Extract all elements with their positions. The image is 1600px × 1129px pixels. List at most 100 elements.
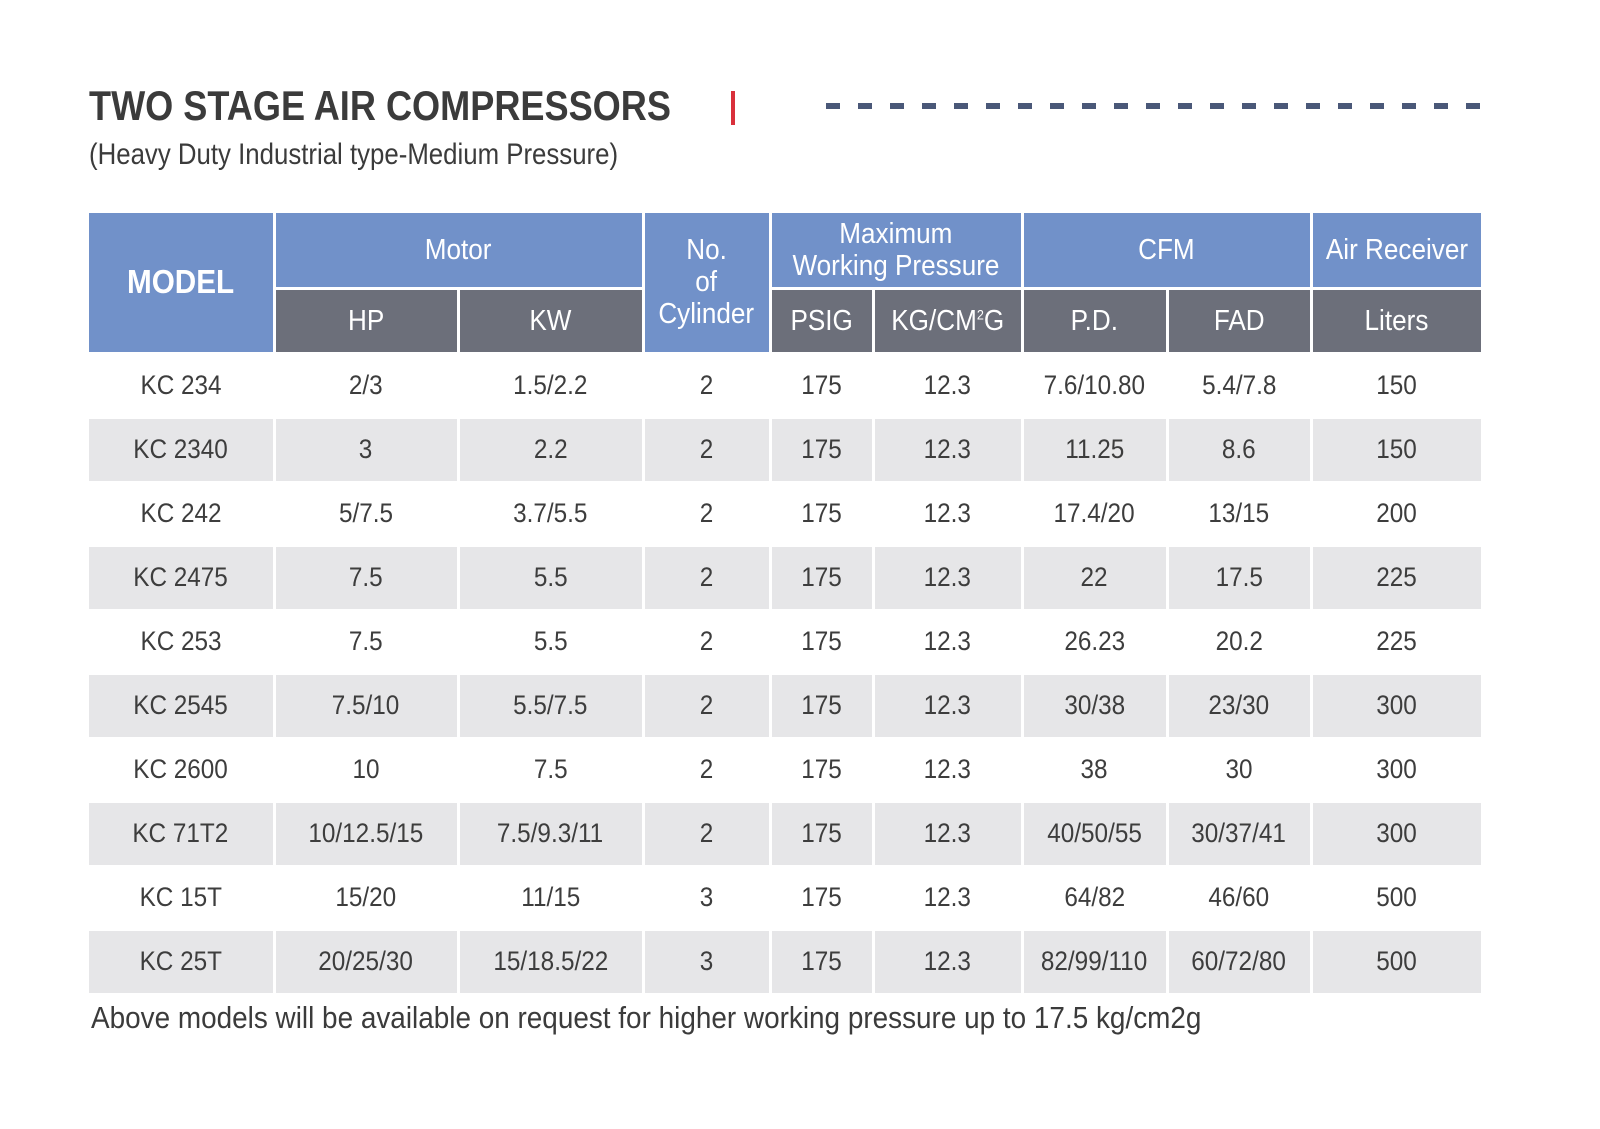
kw-cell: 7.5: [456, 736, 645, 802]
hp-cell: 7.5: [272, 544, 460, 610]
pd-header: P.D.: [1020, 288, 1169, 353]
kgcm2g-header: KG/CM2G: [871, 288, 1024, 353]
kw-cell: 3.7/5.5: [456, 480, 645, 546]
header-row-units: HP KW PSIG KG/CM2G P.D. FAD Liters: [89, 288, 1482, 353]
table-row: KC 15T 15/20 11/15 3 175 12.3 64/82 46/60 500: [89, 864, 1482, 930]
compressor-spec-table: MODEL Motor No. of Cylinder Maximum Work…: [89, 213, 1482, 993]
cylinders-cell: 3: [641, 928, 772, 993]
fad-cell: 30: [1165, 736, 1313, 802]
liters-cell: 300: [1309, 672, 1482, 738]
cylinders-cell: 2: [641, 736, 772, 802]
pd-cell: 26.23: [1020, 608, 1169, 674]
kgcm2g-cell: 12.3: [871, 480, 1024, 546]
pd-cell: 82/99/110: [1020, 928, 1169, 993]
liters-cell: 200: [1309, 480, 1482, 546]
liters-header: Liters: [1309, 288, 1482, 353]
fad-cell: 17.5: [1165, 544, 1313, 610]
liters-cell: 225: [1309, 608, 1482, 674]
kgcm2g-cell: 12.3: [871, 736, 1024, 802]
kgcm2g-cell: 12.3: [871, 800, 1024, 866]
hp-cell: 2/3: [272, 352, 460, 418]
model-cell: KC 2600: [89, 736, 276, 802]
table-row: KC 234 2/3 1.5/2.2 2 175 12.3 7.6/10.80 5.4/7.8…: [89, 352, 1482, 418]
kw-header: KW: [456, 288, 645, 353]
liters-cell: 500: [1309, 928, 1482, 993]
table-row: KC 242 5/7.5 3.7/5.5 2 175 12.3 17.4/20 13/15 20…: [89, 480, 1482, 546]
psig-cell: 175: [768, 416, 875, 482]
cylinders-cell: 2: [641, 416, 772, 482]
table-row: KC 71T2 10/12.5/15 7.5/9.3/11 2 175 12.3 40/50…: [89, 800, 1482, 866]
psig-cell: 175: [768, 672, 875, 738]
model-header: MODEL: [89, 213, 276, 355]
hp-header: HP: [274, 288, 460, 353]
hp-cell: 3: [272, 416, 460, 482]
air-receiver-header: Air Receiver: [1309, 213, 1482, 290]
red-accent-mark: [731, 91, 735, 125]
pd-cell: 7.6/10.80: [1020, 352, 1169, 418]
page-title: TWO STAGE AIR COMPRESSORS: [89, 82, 671, 129]
hp-cell: 15/20: [272, 864, 460, 930]
header-row-groups: MODEL Motor No. of Cylinder Maximum Work…: [89, 213, 1482, 355]
psig-cell: 175: [768, 608, 875, 674]
cylinders-cell: 2: [641, 544, 772, 610]
hp-cell: 10/12.5/15: [272, 800, 460, 866]
liters-cell: 300: [1309, 800, 1482, 866]
motor-header: Motor: [272, 213, 645, 290]
cylinders-cell: 2: [641, 480, 772, 546]
cfm-header: CFM: [1020, 213, 1313, 290]
model-cell: KC 2545: [89, 672, 276, 738]
kgcm2g-cell: 12.3: [871, 864, 1024, 930]
psig-cell: 175: [768, 480, 875, 546]
pd-cell: 22: [1020, 544, 1169, 610]
kw-cell: 2.2: [456, 416, 645, 482]
cylinders-cell: 2: [641, 800, 772, 866]
fad-header: FAD: [1165, 288, 1313, 353]
fad-cell: 20.2: [1165, 608, 1313, 674]
kgcm2g-cell: 12.3: [871, 416, 1024, 482]
liters-cell: 300: [1309, 736, 1482, 802]
pd-cell: 11.25: [1020, 416, 1169, 482]
model-cell: KC 234: [89, 352, 276, 418]
liters-cell: 150: [1309, 416, 1482, 482]
pd-cell: 30/38: [1020, 672, 1169, 738]
model-cell: KC 2475: [89, 544, 276, 610]
model-cell: KC 2340: [89, 416, 276, 482]
kw-cell: 15/18.5/22: [456, 928, 645, 993]
pd-cell: 17.4/20: [1020, 480, 1169, 546]
kw-cell: 5.5/7.5: [456, 672, 645, 738]
kgcm2g-cell: 12.3: [871, 544, 1024, 610]
kgcm2g-cell: 12.3: [871, 672, 1024, 738]
cylinders-cell: 2: [641, 352, 772, 418]
table-row: KC 25T 20/25/30 15/18.5/22 3 175 12.3 82/99/11…: [89, 928, 1482, 993]
kgcm2g-cell: 12.3: [871, 928, 1024, 993]
hp-cell: 7.5: [272, 608, 460, 674]
kw-cell: 5.5: [456, 544, 645, 610]
fad-cell: 13/15: [1165, 480, 1313, 546]
table-row: KC 253 7.5 5.5 2 175 12.3 26.23 20.2 225: [89, 608, 1482, 674]
fad-cell: 5.4/7.8: [1165, 352, 1313, 418]
page-subtitle: (Heavy Duty Industrial type-Medium Press…: [89, 138, 619, 171]
pd-cell: 38: [1020, 736, 1169, 802]
footer-note: Above models will be available on reques…: [91, 1000, 1202, 1035]
model-cell: KC 71T2: [89, 800, 276, 866]
dashed-divider: [826, 103, 1484, 109]
cylinders-cell: 2: [641, 608, 772, 674]
cylinders-cell: 3: [641, 864, 772, 930]
psig-cell: 175: [768, 928, 875, 993]
pd-cell: 40/50/55: [1020, 800, 1169, 866]
liters-cell: 225: [1309, 544, 1482, 610]
cylinders-cell: 2: [641, 672, 772, 738]
kw-cell: 5.5: [456, 608, 645, 674]
table-row: KC 2600 10 7.5 2 175 12.3 38 30 300: [89, 736, 1482, 802]
pd-cell: 64/82: [1020, 864, 1169, 930]
hp-cell: 7.5/10: [272, 672, 460, 738]
cylinders-header: No. of Cylinder: [641, 213, 772, 355]
psig-cell: 175: [768, 800, 875, 866]
table-row: KC 2475 7.5 5.5 2 175 12.3 22 17.5 225: [89, 544, 1482, 610]
psig-header: PSIG: [768, 288, 875, 353]
model-cell: KC 15T: [89, 864, 276, 930]
table-row: KC 2545 7.5/10 5.5/7.5 2 175 12.3 30/38 23/30 30…: [89, 672, 1482, 738]
fad-cell: 8.6: [1165, 416, 1313, 482]
kw-cell: 11/15: [456, 864, 645, 930]
psig-cell: 175: [768, 736, 875, 802]
